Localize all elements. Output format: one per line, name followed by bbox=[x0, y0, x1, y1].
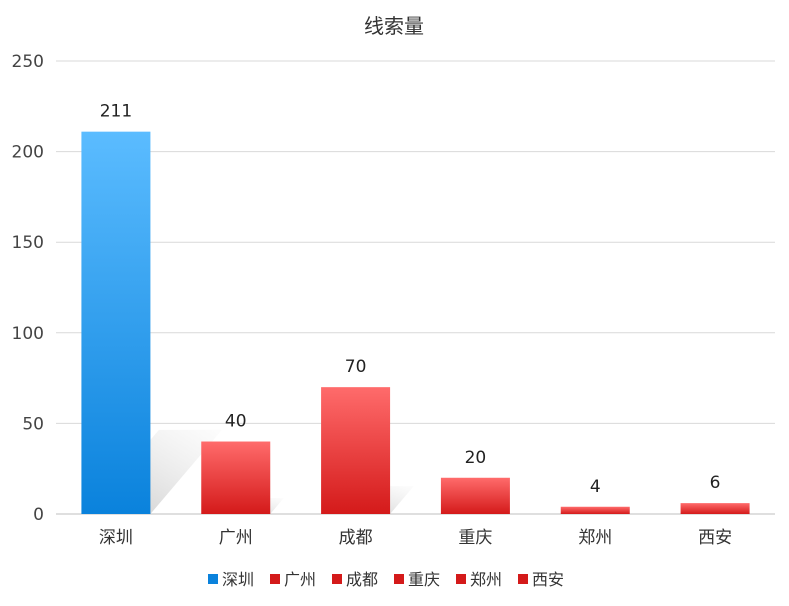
y-tick-label: 50 bbox=[22, 414, 44, 434]
legend-item: 深圳 bbox=[222, 570, 254, 589]
data-label: 70 bbox=[345, 357, 367, 377]
data-label: 6 bbox=[710, 473, 721, 493]
bar bbox=[321, 387, 391, 514]
data-label: 40 bbox=[225, 412, 247, 432]
gridlines bbox=[56, 60, 775, 515]
legend-swatch bbox=[332, 574, 342, 584]
y-tick-label: 100 bbox=[12, 324, 44, 344]
x-axis-ticks: 深圳 广州 成都 重庆 郑州 西安 bbox=[99, 528, 732, 548]
legend-item: 西安 bbox=[532, 570, 564, 589]
legend: 深圳 广州 成都 重庆 郑州 西安 bbox=[208, 570, 564, 589]
chart-title: 线索量 bbox=[364, 14, 424, 38]
legend-item: 广州 bbox=[284, 570, 316, 589]
x-tick-label: 重庆 bbox=[458, 528, 492, 548]
y-tick-label: 200 bbox=[12, 143, 44, 163]
x-tick-label: 西安 bbox=[698, 528, 732, 548]
bar bbox=[81, 131, 151, 514]
data-labels: 211 40 70 20 4 6 bbox=[100, 102, 721, 497]
legend-item: 重庆 bbox=[408, 570, 440, 589]
y-tick-label: 0 bbox=[33, 505, 44, 525]
x-tick-label: 郑州 bbox=[578, 528, 612, 548]
legend-swatch bbox=[270, 574, 280, 584]
legend-swatch bbox=[208, 574, 218, 584]
x-tick-label: 成都 bbox=[339, 528, 373, 548]
data-label: 20 bbox=[465, 448, 487, 468]
y-tick-label: 150 bbox=[12, 233, 44, 253]
legend-swatch bbox=[394, 574, 404, 584]
bar bbox=[440, 477, 510, 514]
bar bbox=[680, 503, 750, 514]
legend-item: 郑州 bbox=[470, 570, 502, 589]
y-axis-ticks: 0 50 100 150 200 250 bbox=[12, 52, 44, 525]
y-tick-label: 250 bbox=[12, 52, 44, 72]
legend-item: 成都 bbox=[346, 570, 378, 589]
x-tick-label: 广州 bbox=[219, 528, 253, 548]
data-label: 4 bbox=[590, 477, 601, 497]
bar bbox=[201, 441, 271, 514]
x-tick-label: 深圳 bbox=[99, 528, 133, 548]
legend-swatch bbox=[456, 574, 466, 584]
legend-swatch bbox=[518, 574, 528, 584]
data-label: 211 bbox=[100, 102, 132, 122]
bars bbox=[81, 131, 750, 514]
bar bbox=[560, 506, 630, 514]
